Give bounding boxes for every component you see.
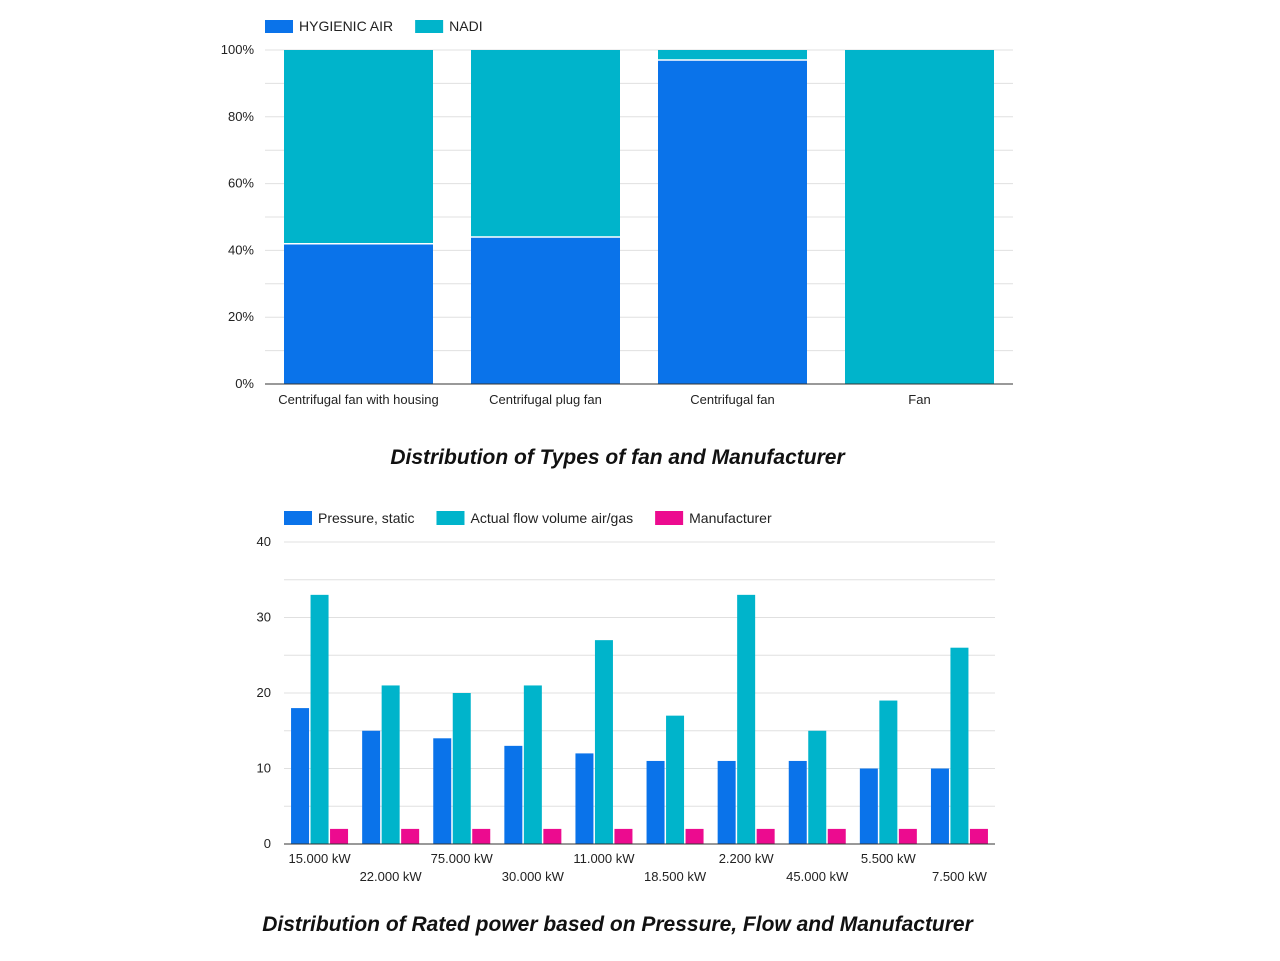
chart2-bar-pressure-static (575, 753, 594, 844)
chart2-bar-actual-flow-volume (879, 700, 898, 844)
chart2-bar-manufacturer (898, 828, 917, 844)
chart1-legend-label: HYGIENIC AIR (299, 18, 393, 34)
chart2-xtick: 75.000 kW (431, 851, 494, 866)
chart2-bar-actual-flow-volume (737, 594, 756, 844)
chart2-bar-actual-flow-volume (594, 640, 613, 844)
chart2-ytick: 20 (257, 685, 271, 700)
chart1-xtick: Centrifugal fan with housing (278, 392, 438, 407)
chart2-xtick: 15.000 kW (288, 851, 351, 866)
chart1-bar-hygienic-air (658, 60, 807, 385)
chart1-bar-nadi (845, 50, 994, 384)
chart1-bar-hygienic-air (471, 237, 620, 384)
chart2-bar-actual-flow-volume (310, 594, 329, 844)
chart2-bar-actual-flow-volume (452, 693, 471, 844)
chart1-xtick: Fan (908, 392, 930, 407)
chart2-bar-pressure-static (930, 768, 949, 844)
chart2-bar-manufacturer (685, 828, 704, 844)
chart1-ytick: 0% (235, 376, 254, 391)
chart1-ytick: 60% (228, 176, 254, 191)
chart2-xtick: 22.000 kW (360, 869, 423, 884)
chart1-bar-nadi (284, 50, 433, 244)
chart1-bar-nadi (471, 50, 620, 238)
chart2-bar-pressure-static (646, 760, 665, 844)
chart2-bar-manufacturer (756, 828, 775, 844)
chart1-xtick: Centrifugal plug fan (489, 392, 602, 407)
chart2-xtick: 18.500 kW (644, 869, 707, 884)
chart2-bar-manufacturer (543, 828, 562, 844)
chart1-ytick: 80% (228, 109, 254, 124)
chart2-bar-manufacturer (472, 828, 491, 844)
chart2-ytick: 40 (257, 534, 271, 549)
chart2-xtick: 5.500 kW (861, 851, 917, 866)
chart2-bar-pressure-static (504, 745, 523, 844)
chart2-bar-manufacturer (614, 828, 633, 844)
chart1-ytick: 20% (228, 309, 254, 324)
chart1-legend-swatch (415, 20, 444, 33)
chart2-bar-pressure-static (362, 730, 381, 844)
chart2-bar-pressure-static (433, 738, 452, 844)
chart2-bar-pressure-static (717, 760, 736, 844)
chart2-caption: Distribution of Rated power based on Pre… (262, 913, 973, 936)
chart1-bar-nadi (658, 50, 807, 61)
chart2-legend-swatch (284, 511, 312, 525)
chart2-ytick: 10 (257, 761, 271, 776)
chart2-bar-actual-flow-volume (381, 685, 400, 844)
chart1-bar-hygienic-air (284, 243, 433, 384)
chart2-bar-actual-flow-volume (808, 730, 827, 844)
chart2-bar-actual-flow-volume (666, 715, 685, 844)
chart2-ytick: 0 (264, 836, 271, 851)
chart2-bar-pressure-static (859, 768, 878, 844)
chart2-xtick: 2.200 kW (719, 851, 775, 866)
chart2-ytick: 30 (257, 610, 271, 625)
chart1-xtick: Centrifugal fan (690, 392, 775, 407)
chart1-caption: Distribution of Types of fan and Manufac… (390, 446, 845, 469)
chart2-bar-manufacturer (330, 828, 349, 844)
chart2-legend-label: Manufacturer (689, 510, 772, 526)
chart1-legend-swatch (265, 20, 293, 33)
chart2-bar-manufacturer (827, 828, 846, 844)
chart2-xtick: 45.000 kW (786, 869, 849, 884)
chart1-ytick: 40% (228, 242, 254, 257)
chart2-legend-label: Pressure, static (318, 510, 414, 526)
chart2-xtick: 30.000 kW (502, 869, 565, 884)
chart1-legend-label: NADI (449, 18, 482, 34)
chart2-bar-manufacturer (969, 828, 988, 844)
chart2-bar-actual-flow-volume (523, 685, 542, 844)
chart1-ytick: 100% (221, 42, 255, 57)
chart2-xtick: 7.500 kW (932, 869, 988, 884)
chart2-legend-label: Actual flow volume air/gas (470, 510, 633, 526)
chart2-bar-pressure-static (291, 708, 310, 844)
chart2-legend-swatch (436, 511, 465, 525)
chart2-bar-manufacturer (401, 828, 420, 844)
chart2-xtick: 11.000 kW (573, 851, 635, 866)
chart2-bar-pressure-static (788, 760, 807, 844)
chart2-bar-actual-flow-volume (950, 647, 969, 844)
chart2-legend-swatch (655, 511, 684, 525)
